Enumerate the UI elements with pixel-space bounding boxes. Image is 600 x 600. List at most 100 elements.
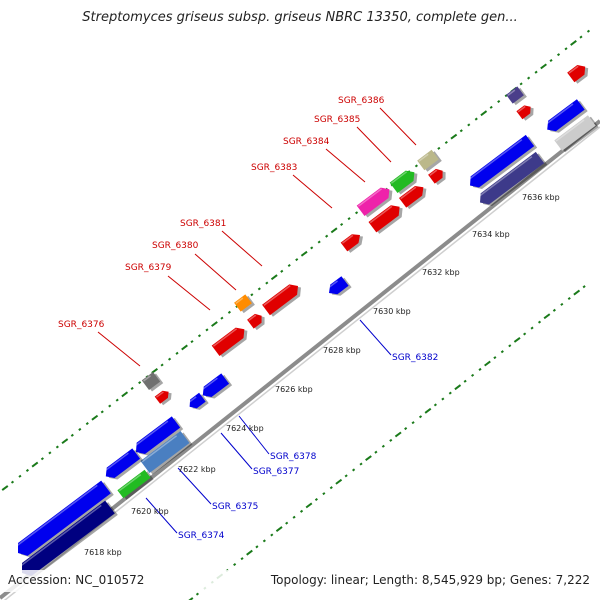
feature-body[interactable]: [154, 388, 172, 404]
forward-gene-label[interactable]: SGR_6381: [180, 219, 226, 229]
gene-feature-sgr-6381[interactable]: [262, 280, 305, 318]
forward-gene-label[interactable]: SGR_6385: [314, 115, 360, 125]
feature-body[interactable]: [17, 500, 115, 580]
gene-feature[interactable]: [102, 447, 144, 484]
tick-mark: [463, 379, 467, 383]
gene-feature[interactable]: [567, 61, 592, 85]
tick-mark: [448, 391, 452, 395]
tick-mark: [567, 296, 571, 301]
tick-mark: [40, 457, 44, 461]
tick-mark: [374, 450, 378, 454]
gene-feature[interactable]: [476, 151, 548, 211]
gene-feature[interactable]: [466, 134, 538, 194]
gene-feature[interactable]: [516, 102, 536, 122]
gene-features[interactable]: [13, 61, 599, 582]
feature-body[interactable]: [368, 202, 404, 233]
tick-mark: [365, 455, 372, 462]
reverse-gene-label[interactable]: SGR_6382: [392, 353, 438, 363]
feature-body[interactable]: [466, 134, 535, 191]
feature-body[interactable]: [389, 167, 419, 194]
tick-mark: [25, 468, 30, 472]
gene-feature[interactable]: [132, 415, 184, 460]
reverse-gene-label[interactable]: SGR_6374: [178, 531, 225, 541]
feature-body[interactable]: [13, 480, 111, 560]
feature-body[interactable]: [567, 62, 589, 83]
gene-feature[interactable]: [368, 201, 407, 235]
tick-mark: [414, 164, 418, 168]
reverse-gene-label[interactable]: SGR_6375: [212, 502, 258, 512]
feature-body[interactable]: [325, 276, 349, 298]
gene-feature[interactable]: [428, 165, 449, 186]
feature-body[interactable]: [211, 324, 249, 357]
gene-feature-sgr-6384[interactable]: [389, 166, 422, 195]
gene-feature-sgr-6376[interactable]: [141, 371, 164, 392]
gene-feature[interactable]: [199, 372, 233, 403]
tick-mark: [300, 250, 308, 257]
feature-body[interactable]: [199, 373, 230, 400]
gene-feature[interactable]: [117, 469, 154, 501]
feature-body[interactable]: [262, 281, 302, 316]
feature-body[interactable]: [554, 115, 596, 151]
gene-feature-sgr-6383[interactable]: [356, 183, 397, 218]
reverse-gene-label[interactable]: SGR_6377: [253, 467, 299, 477]
label-connector: [194, 253, 237, 291]
feature-body[interactable]: [141, 371, 161, 391]
feature-body[interactable]: [417, 149, 439, 171]
feature-body[interactable]: [186, 392, 206, 411]
tick-mark: [424, 407, 432, 414]
feature-body[interactable]: [234, 294, 252, 312]
gene-feature[interactable]: [154, 387, 175, 406]
gene-feature-sgr-6386[interactable]: [417, 149, 442, 173]
tick-mark: [467, 123, 471, 127]
gene-feature[interactable]: [399, 181, 430, 210]
feature-body[interactable]: [543, 99, 585, 135]
gene-feature[interactable]: [186, 392, 209, 414]
gene-feature[interactable]: [340, 230, 367, 254]
gene-feature[interactable]: [211, 323, 252, 358]
feature-body[interactable]: [356, 184, 394, 217]
feature-body[interactable]: [340, 231, 364, 252]
feature-body[interactable]: [140, 430, 190, 474]
tick-mark: [484, 360, 491, 367]
tick-mark: [454, 384, 462, 391]
label-connector: [359, 319, 392, 356]
gene-feature-sgr-6374[interactable]: [17, 500, 118, 582]
tick-mark: [1, 485, 9, 491]
gene-labels[interactable]: SGR_6376 SGR_6379 SGR_6380 SGR_6381 SGR_6383…: [58, 96, 438, 541]
gene-feature-sgr-6380[interactable]: [234, 293, 255, 314]
gene-feature[interactable]: [247, 310, 268, 331]
forward-gene-label[interactable]: SGR_6376: [58, 320, 105, 330]
gene-feature[interactable]: [543, 98, 588, 137]
feature-body[interactable]: [428, 166, 446, 184]
tick-mark: [418, 415, 423, 419]
tick-labels: 7618 kbp 7620 kbp 7622 kbp 7624 kbp 7626 kbp…: [84, 193, 560, 557]
forward-gene-label[interactable]: SGR_6383: [251, 163, 297, 173]
feature-body[interactable]: [132, 416, 181, 457]
feature-highlight: [544, 103, 574, 126]
feature-body[interactable]: [117, 469, 151, 499]
reverse-gene-label[interactable]: SGR_6378: [270, 452, 317, 462]
feature-body[interactable]: [399, 182, 427, 208]
tick-mark: [556, 53, 561, 57]
tick-mark: [340, 222, 344, 226]
tick-mark: [48, 451, 52, 455]
feature-body[interactable]: [102, 448, 141, 481]
feature-body[interactable]: [516, 103, 533, 120]
forward-gene-label[interactable]: SGR_6386: [338, 96, 385, 106]
feature-body[interactable]: [506, 86, 524, 104]
forward-gene-label[interactable]: SGR_6384: [283, 137, 330, 147]
feature-body[interactable]: [476, 151, 545, 208]
forward-gene-label[interactable]: SGR_6380: [152, 241, 199, 251]
tick-mark: [411, 421, 415, 425]
feature-body[interactable]: [247, 311, 265, 329]
gene-feature-sgr-6377[interactable]: [140, 430, 193, 475]
tick-mark: [310, 246, 314, 250]
forward-gene-label[interactable]: SGR_6379: [125, 263, 172, 273]
backbone-shadow: [3, 126, 600, 600]
gene-feature-sgr-6375[interactable]: [13, 480, 114, 562]
feature-highlight: [103, 452, 129, 473]
gene-feature-sgr-6382[interactable]: [325, 275, 352, 300]
gene-feature[interactable]: [554, 114, 599, 153]
gene-feature[interactable]: [506, 85, 527, 106]
